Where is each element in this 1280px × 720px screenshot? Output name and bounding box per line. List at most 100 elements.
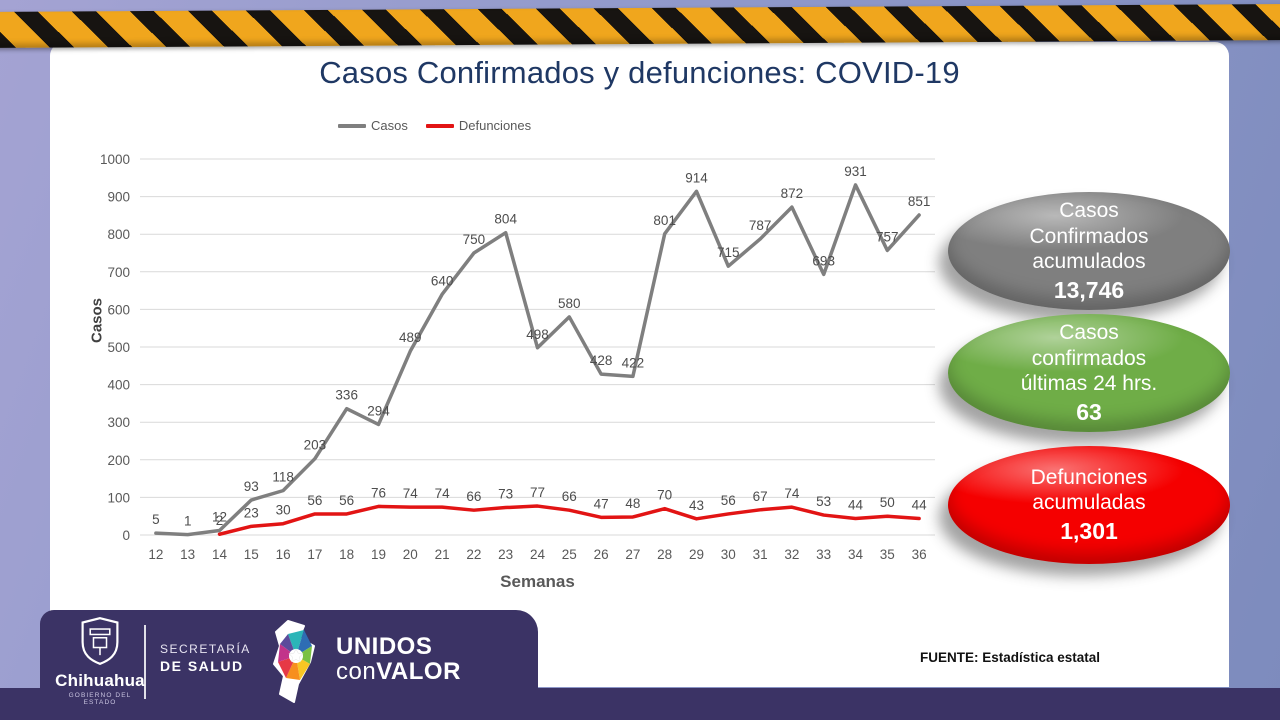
svg-text:53: 53: [816, 494, 831, 509]
badge-value: 63: [1076, 398, 1102, 425]
svg-text:203: 203: [304, 438, 327, 453]
svg-text:21: 21: [435, 547, 450, 562]
svg-text:36: 36: [912, 547, 927, 562]
svg-text:22: 22: [466, 547, 481, 562]
svg-text:12: 12: [212, 509, 227, 524]
svg-text:2: 2: [216, 513, 224, 528]
svg-text:73: 73: [498, 487, 513, 502]
svg-text:74: 74: [435, 486, 451, 501]
badge-line: Confirmados: [1029, 224, 1149, 248]
svg-text:30: 30: [721, 547, 736, 562]
unidos-line1: UNIDOS: [336, 633, 433, 660]
y-axis-title: Casos: [88, 297, 106, 344]
svg-text:67: 67: [753, 489, 768, 504]
svg-text:43: 43: [689, 498, 704, 513]
svg-text:19: 19: [371, 547, 386, 562]
defunciones-line: [217, 504, 921, 536]
svg-text:787: 787: [749, 218, 772, 233]
svg-text:50: 50: [880, 495, 895, 510]
svg-text:851: 851: [908, 194, 931, 209]
svg-text:750: 750: [463, 232, 486, 247]
svg-text:5: 5: [152, 512, 160, 527]
svg-text:16: 16: [276, 547, 291, 562]
svg-text:600: 600: [107, 302, 130, 317]
svg-text:900: 900: [107, 190, 130, 205]
svg-text:74: 74: [784, 486, 800, 501]
badge-defunciones-acumuladas: Defunciones acumuladas 1,301: [948, 446, 1230, 564]
svg-text:300: 300: [107, 415, 130, 430]
badge-line: acumulados: [1032, 250, 1146, 274]
svg-text:13: 13: [180, 547, 195, 562]
svg-text:29: 29: [689, 547, 704, 562]
secretaria-line1: SECRETARÍA: [160, 642, 251, 656]
svg-text:28: 28: [657, 547, 672, 562]
svg-text:580: 580: [558, 296, 581, 311]
svg-text:118: 118: [272, 470, 294, 485]
svg-text:801: 801: [653, 213, 676, 228]
svg-text:93: 93: [244, 479, 259, 494]
svg-text:1: 1: [184, 514, 192, 529]
svg-text:44: 44: [848, 497, 864, 512]
legend-item-casos: Casos: [338, 118, 408, 133]
footer-divider: [144, 625, 146, 699]
badge-line: Defunciones: [1030, 465, 1148, 489]
svg-text:640: 640: [431, 273, 454, 288]
svg-text:70: 70: [657, 488, 672, 503]
svg-text:27: 27: [625, 547, 640, 562]
svg-text:74: 74: [403, 486, 419, 501]
svg-text:47: 47: [594, 496, 609, 511]
svg-text:804: 804: [494, 212, 517, 227]
gobierno-subtitle: GOBIERNO DEL ESTADO: [68, 692, 132, 706]
svg-text:66: 66: [466, 489, 481, 504]
legend-label-defunciones: Defunciones: [458, 118, 532, 133]
svg-text:294: 294: [367, 403, 390, 418]
defunciones-line-swatch: [425, 123, 454, 128]
svg-text:33: 33: [816, 547, 831, 562]
badge-line: Casos: [1059, 321, 1119, 345]
unidos-con-valor-wordmark: UNIDOS conVALOR: [336, 634, 461, 684]
svg-text:422: 422: [622, 355, 645, 370]
svg-text:428: 428: [590, 353, 613, 368]
unidos-con-valor-icon: [268, 618, 330, 711]
x-axis-title: Semanas: [500, 572, 575, 591]
svg-text:200: 200: [107, 453, 130, 468]
gobierno-logo-block: Chihuahua GOBIERNO DEL ESTADO: [52, 616, 148, 706]
svg-text:17: 17: [307, 547, 322, 562]
svg-text:56: 56: [721, 493, 736, 508]
svg-text:12: 12: [148, 547, 163, 562]
footer-logo-bar: Chihuahua GOBIERNO DEL ESTADO SECRETARÍA…: [40, 610, 538, 720]
svg-text:18: 18: [339, 547, 354, 562]
badge-casos-24hrs: Casos confirmados últimas 24 hrs. 63: [948, 314, 1230, 432]
svg-text:20: 20: [403, 547, 418, 562]
badge-value: 1,301: [1060, 518, 1118, 545]
svg-text:56: 56: [339, 493, 354, 508]
svg-text:0: 0: [122, 528, 130, 543]
svg-text:500: 500: [107, 340, 130, 355]
svg-text:800: 800: [107, 227, 130, 242]
svg-text:48: 48: [625, 496, 640, 511]
svg-text:700: 700: [107, 265, 130, 280]
svg-text:25: 25: [562, 547, 577, 562]
chihuahua-shield-icon: [81, 617, 119, 665]
svg-text:26: 26: [594, 547, 609, 562]
svg-text:76: 76: [371, 485, 386, 500]
svg-text:77: 77: [530, 485, 545, 500]
casos-line: [154, 183, 921, 537]
svg-text:498: 498: [526, 327, 549, 342]
badge-casos-acumulados: Casos Confirmados acumulados 13,746: [948, 192, 1230, 310]
secretaria-salud-block: SECRETARÍA DE SALUD: [160, 642, 251, 674]
svg-text:100: 100: [107, 490, 130, 505]
casos-line-swatch: [338, 123, 366, 128]
badge-value: 13,746: [1053, 276, 1125, 303]
legend-label-casos: Casos: [371, 118, 408, 133]
svg-text:23: 23: [498, 547, 513, 562]
svg-text:31: 31: [753, 547, 768, 562]
svg-text:23: 23: [244, 505, 259, 520]
gobierno-name: Chihuahua: [55, 671, 145, 690]
svg-text:30: 30: [276, 503, 291, 518]
badge-line: últimas 24 hrs.: [1020, 372, 1158, 396]
svg-text:715: 715: [717, 245, 740, 260]
svg-text:931: 931: [844, 164, 867, 179]
